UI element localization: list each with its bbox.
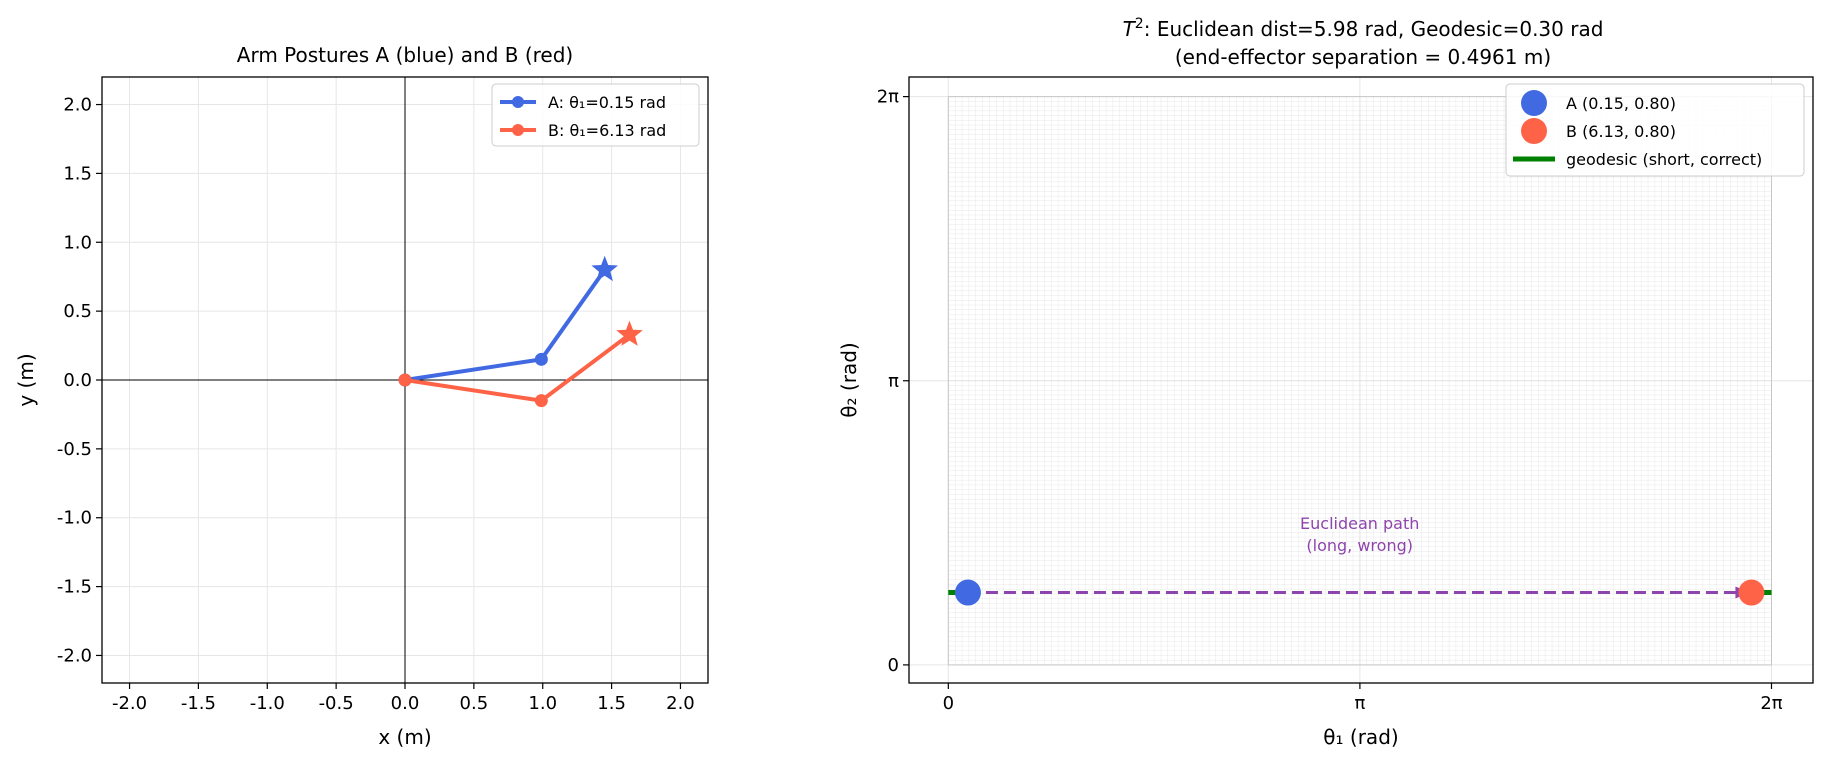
title-torus-superscript: 2 [1135, 16, 1144, 32]
legend-geodesic-label: geodesic (short, correct) [1566, 150, 1762, 169]
left-series [398, 255, 643, 408]
right-y-ticks: 0 π 2π [877, 87, 909, 676]
left-y-tick-label-0: -2.0 [57, 645, 92, 666]
torus-chart: T2: Euclidean dist=5.98 rad, Geodesic=0.… [837, 16, 1814, 749]
left-y-tick-label-8: 2.0 [63, 95, 92, 116]
right-x-axis-label: θ₁ (rad) [1323, 725, 1398, 749]
left-legend-box [491, 83, 700, 147]
left-x-tick-label-7: 1.5 [597, 693, 626, 714]
right-chart-title: T2: Euclidean dist=5.98 rad, Geodesic=0.… [1123, 16, 1604, 41]
right-y-axis-label: θ₂ (rad) [837, 342, 861, 417]
left-x-axis-label: x (m) [378, 725, 431, 749]
right-legend-box [1505, 83, 1805, 177]
arm-b-links [404, 332, 631, 403]
torus-fine-grid-lines [948, 96, 1772, 666]
arm-b-joint-0 [398, 373, 412, 387]
right-marks [948, 579, 1772, 606]
left-y-tick-label-3: -0.5 [57, 439, 92, 460]
right-y-tick-label-1: π [888, 371, 899, 392]
arm-postures-chart: Arm Postures A (blue) and B (red) -2.0 -1… [14, 43, 709, 749]
right-plot-frame [908, 76, 1814, 684]
left-y-tick-label-7: 1.5 [63, 163, 92, 184]
legend-point-a-marker [1521, 90, 1547, 116]
arm-b-joint-1 [534, 394, 548, 408]
euclidean-path-label: Euclidean path [1300, 514, 1419, 533]
arm-a-end-effector-star [591, 255, 618, 282]
legend-point-b-marker [1521, 118, 1547, 144]
left-x-tick-label-4: 0.0 [391, 693, 420, 714]
left-legend: A: θ₁=0.15 rad B: θ₁=6.13 rad [491, 83, 700, 147]
legend-a-marker [512, 96, 524, 108]
right-y-tick-label-2: 2π [877, 87, 899, 108]
title-torus-symbol: T [1123, 17, 1137, 41]
left-x-tick-label-1: -1.5 [181, 693, 216, 714]
left-y-tick-label-2: -1.0 [57, 508, 92, 529]
left-y-tick-label-4: 0.0 [63, 370, 92, 391]
right-legend: A (0.15, 0.80) B (6.13, 0.80) geodesic (… [1505, 83, 1805, 177]
arm-a-links [404, 268, 607, 382]
legend-b-label: B: θ₁=6.13 rad [548, 121, 666, 140]
left-x-tick-label-8: 2.0 [666, 693, 695, 714]
right-x-ticks: 0 π 2π [943, 683, 1783, 714]
torus-point-a [954, 579, 981, 606]
euclidean-path-sublabel: (long, wrong) [1306, 536, 1413, 555]
torus-point-b [1738, 579, 1765, 606]
left-chart-title: Arm Postures A (blue) and B (red) [237, 43, 573, 67]
legend-b-marker [512, 124, 524, 136]
torus-domain-boundary [947, 96, 1772, 666]
left-x-tick-label-5: 0.5 [460, 693, 489, 714]
left-y-tick-label-1: -1.5 [57, 577, 92, 598]
right-x-tick-label-1: π [1354, 693, 1365, 714]
left-y-tick-label-5: 0.5 [63, 301, 92, 322]
right-chart-subtitle: (end-effector separation = 0.4961 m) [1175, 45, 1551, 69]
left-x-ticks: -2.0 -1.5 -1.0 -0.5 0.0 0.5 1.0 1.5 2.0 [112, 683, 695, 714]
right-x-tick-label-2: 2π [1760, 693, 1782, 714]
left-y-ticks: -2.0 -1.5 -1.0 -0.5 0.0 0.5 1.0 1.5 2.0 [57, 95, 102, 666]
left-y-tick-label-6: 1.0 [63, 232, 92, 253]
title-line1-rest: : Euclidean dist=5.98 rad, Geodesic=0.30… [1144, 17, 1604, 41]
legend-point-b-label: B (6.13, 0.80) [1566, 122, 1676, 141]
left-x-tick-label-6: 1.0 [528, 693, 557, 714]
left-x-tick-label-0: -2.0 [112, 693, 147, 714]
left-y-axis-label: y (m) [14, 353, 38, 406]
legend-point-a-label: A (0.15, 0.80) [1566, 94, 1676, 113]
right-y-tick-label-0: 0 [888, 655, 899, 676]
right-x-tick-label-0: 0 [943, 693, 954, 714]
left-x-tick-label-3: -0.5 [319, 693, 354, 714]
arm-a-joint-1 [534, 352, 548, 366]
torus-fine-grid [947, 96, 1772, 666]
legend-a-label: A: θ₁=0.15 rad [548, 93, 666, 112]
arm-b-end-effector-star [616, 320, 643, 346]
left-x-tick-label-2: -1.0 [250, 693, 285, 714]
